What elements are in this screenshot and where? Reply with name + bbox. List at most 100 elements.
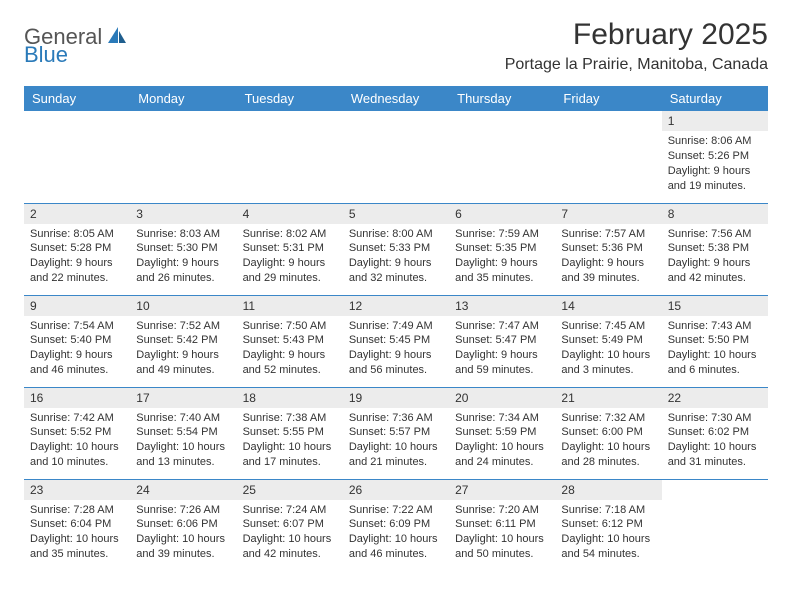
sunrise-line: Sunrise: 7:22 AM [349, 503, 443, 518]
day-header-row: Sunday Monday Tuesday Wednesday Thursday… [24, 86, 768, 111]
daylight2-line: and 19 minutes. [668, 179, 762, 194]
calendar-cell: 8Sunrise: 7:56 AMSunset: 5:38 PMDaylight… [662, 203, 768, 295]
day-body: Sunrise: 7:36 AMSunset: 5:57 PMDaylight:… [343, 408, 449, 476]
daylight2-line: and 46 minutes. [349, 547, 443, 562]
col-sat: Saturday [662, 86, 768, 111]
daylight1-line: Daylight: 10 hours [455, 440, 549, 455]
calendar-cell [555, 111, 661, 203]
daylight1-line: Daylight: 9 hours [668, 256, 762, 271]
sunset-line: Sunset: 5:43 PM [243, 333, 337, 348]
daylight2-line: and 42 minutes. [243, 547, 337, 562]
daylight2-line: and 22 minutes. [30, 271, 124, 286]
sunset-line: Sunset: 6:07 PM [243, 517, 337, 532]
day-number: 22 [662, 388, 768, 408]
calendar-cell: 14Sunrise: 7:45 AMSunset: 5:49 PMDayligh… [555, 295, 661, 387]
calendar-row: 2Sunrise: 8:05 AMSunset: 5:28 PMDaylight… [24, 203, 768, 295]
daylight2-line: and 59 minutes. [455, 363, 549, 378]
sunset-line: Sunset: 5:54 PM [136, 425, 230, 440]
col-mon: Monday [130, 86, 236, 111]
day-number: 25 [237, 480, 343, 500]
day-body: Sunrise: 7:52 AMSunset: 5:42 PMDaylight:… [130, 316, 236, 384]
daylight1-line: Daylight: 9 hours [30, 256, 124, 271]
day-body: Sunrise: 8:00 AMSunset: 5:33 PMDaylight:… [343, 224, 449, 292]
month-title: February 2025 [505, 18, 768, 52]
sunset-line: Sunset: 6:00 PM [561, 425, 655, 440]
daylight2-line: and 52 minutes. [243, 363, 337, 378]
daylight1-line: Daylight: 9 hours [455, 348, 549, 363]
col-tue: Tuesday [237, 86, 343, 111]
calendar-cell: 23Sunrise: 7:28 AMSunset: 6:04 PMDayligh… [24, 479, 130, 571]
calendar-cell: 16Sunrise: 7:42 AMSunset: 5:52 PMDayligh… [24, 387, 130, 479]
header: General February 2025 Portage la Prairie… [24, 18, 768, 74]
sunrise-line: Sunrise: 7:24 AM [243, 503, 337, 518]
day-body: Sunrise: 7:59 AMSunset: 5:35 PMDaylight:… [449, 224, 555, 292]
daylight1-line: Daylight: 9 hours [243, 256, 337, 271]
sunrise-line: Sunrise: 7:36 AM [349, 411, 443, 426]
daylight2-line: and 3 minutes. [561, 363, 655, 378]
sunset-line: Sunset: 5:28 PM [30, 241, 124, 256]
calendar-cell: 4Sunrise: 8:02 AMSunset: 5:31 PMDaylight… [237, 203, 343, 295]
day-number: 23 [24, 480, 130, 500]
sunrise-line: Sunrise: 7:59 AM [455, 227, 549, 242]
day-number: 28 [555, 480, 661, 500]
sunrise-line: Sunrise: 8:02 AM [243, 227, 337, 242]
daylight2-line: and 26 minutes. [136, 271, 230, 286]
calendar-cell [130, 111, 236, 203]
daylight1-line: Daylight: 10 hours [136, 532, 230, 547]
calendar-cell: 2Sunrise: 8:05 AMSunset: 5:28 PMDaylight… [24, 203, 130, 295]
day-number: 17 [130, 388, 236, 408]
day-number: 19 [343, 388, 449, 408]
sunrise-line: Sunrise: 7:26 AM [136, 503, 230, 518]
daylight1-line: Daylight: 10 hours [455, 532, 549, 547]
daylight1-line: Daylight: 9 hours [349, 348, 443, 363]
daylight1-line: Daylight: 10 hours [243, 532, 337, 547]
day-body: Sunrise: 7:45 AMSunset: 5:49 PMDaylight:… [555, 316, 661, 384]
sunset-line: Sunset: 5:50 PM [668, 333, 762, 348]
sunset-line: Sunset: 6:04 PM [30, 517, 124, 532]
sunrise-line: Sunrise: 7:38 AM [243, 411, 337, 426]
calendar-cell: 21Sunrise: 7:32 AMSunset: 6:00 PMDayligh… [555, 387, 661, 479]
daylight2-line: and 17 minutes. [243, 455, 337, 470]
sunset-line: Sunset: 6:06 PM [136, 517, 230, 532]
daylight1-line: Daylight: 10 hours [349, 532, 443, 547]
daylight1-line: Daylight: 9 hours [668, 164, 762, 179]
daylight2-line: and 49 minutes. [136, 363, 230, 378]
sunrise-line: Sunrise: 7:54 AM [30, 319, 124, 334]
day-body: Sunrise: 7:40 AMSunset: 5:54 PMDaylight:… [130, 408, 236, 476]
daylight1-line: Daylight: 9 hours [30, 348, 124, 363]
day-number: 6 [449, 204, 555, 224]
calendar-cell: 22Sunrise: 7:30 AMSunset: 6:02 PMDayligh… [662, 387, 768, 479]
daylight2-line: and 13 minutes. [136, 455, 230, 470]
daylight2-line: and 46 minutes. [30, 363, 124, 378]
daylight1-line: Daylight: 10 hours [349, 440, 443, 455]
day-body: Sunrise: 7:50 AMSunset: 5:43 PMDaylight:… [237, 316, 343, 384]
day-number: 2 [24, 204, 130, 224]
sail-icon [106, 25, 128, 50]
daylight2-line: and 39 minutes. [561, 271, 655, 286]
calendar-cell: 17Sunrise: 7:40 AMSunset: 5:54 PMDayligh… [130, 387, 236, 479]
sunset-line: Sunset: 5:26 PM [668, 149, 762, 164]
day-number: 7 [555, 204, 661, 224]
day-body: Sunrise: 7:49 AMSunset: 5:45 PMDaylight:… [343, 316, 449, 384]
daylight1-line: Daylight: 10 hours [136, 440, 230, 455]
sunrise-line: Sunrise: 7:32 AM [561, 411, 655, 426]
daylight1-line: Daylight: 9 hours [136, 256, 230, 271]
sunrise-line: Sunrise: 8:06 AM [668, 134, 762, 149]
day-number: 27 [449, 480, 555, 500]
calendar-cell: 26Sunrise: 7:22 AMSunset: 6:09 PMDayligh… [343, 479, 449, 571]
daylight2-line: and 6 minutes. [668, 363, 762, 378]
daylight2-line: and 29 minutes. [243, 271, 337, 286]
calendar-cell: 12Sunrise: 7:49 AMSunset: 5:45 PMDayligh… [343, 295, 449, 387]
daylight2-line: and 56 minutes. [349, 363, 443, 378]
calendar-cell: 1Sunrise: 8:06 AMSunset: 5:26 PMDaylight… [662, 111, 768, 203]
sunrise-line: Sunrise: 7:34 AM [455, 411, 549, 426]
daylight1-line: Daylight: 10 hours [243, 440, 337, 455]
day-number: 13 [449, 296, 555, 316]
sunset-line: Sunset: 5:38 PM [668, 241, 762, 256]
day-number: 21 [555, 388, 661, 408]
day-body: Sunrise: 8:05 AMSunset: 5:28 PMDaylight:… [24, 224, 130, 292]
sunset-line: Sunset: 6:11 PM [455, 517, 549, 532]
daylight2-line: and 24 minutes. [455, 455, 549, 470]
calendar-cell: 25 Sunrise: 7:24 AMSunset: 6:07 PMDayligh… [237, 479, 343, 571]
daylight1-line: Daylight: 10 hours [668, 348, 762, 363]
